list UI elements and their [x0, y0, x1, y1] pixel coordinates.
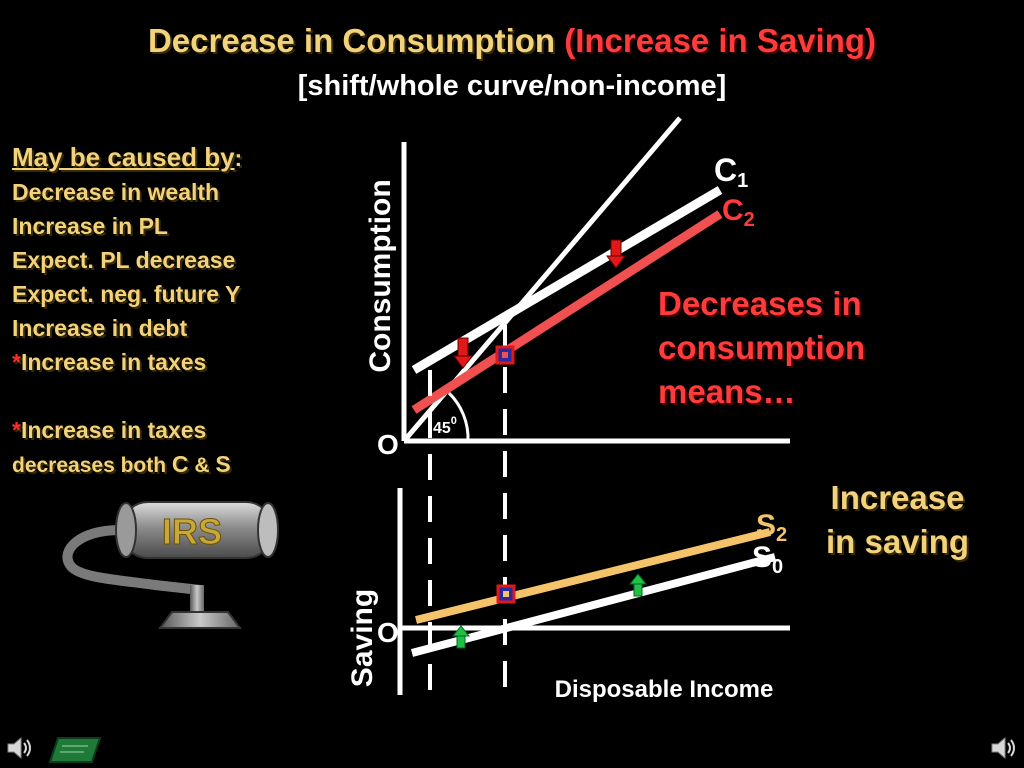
- svg-text:IRS: IRS: [162, 511, 222, 552]
- saving-message: Increase in saving: [825, 479, 970, 560]
- origin-label: O: [377, 429, 399, 460]
- asterisk: *: [12, 349, 21, 375]
- down-arrow-icon: [606, 239, 626, 269]
- s0-line: [410, 553, 777, 657]
- angle-label: 450: [433, 415, 457, 437]
- down-arrow-icon: [453, 337, 473, 369]
- cause-item: Increase in PL: [12, 213, 168, 239]
- asterisk: *: [12, 417, 21, 443]
- title-paren: (Increase in Saving): [564, 22, 877, 59]
- c2-label: C2: [722, 194, 755, 231]
- saving-axis-label: Saving: [346, 589, 379, 687]
- intersection-marker: [496, 584, 516, 604]
- c1-label: C1: [714, 152, 748, 192]
- cause-item: Decrease in wealth: [12, 179, 220, 205]
- intersection-marker: [495, 345, 515, 365]
- angle-arc: [447, 391, 470, 442]
- up-arrow-icon: [451, 625, 471, 649]
- s2-label: S2: [756, 509, 787, 546]
- x-axis-label: Disposable Income: [555, 676, 774, 703]
- speaker-icon[interactable]: [4, 733, 34, 763]
- s0-label: S0: [752, 541, 783, 578]
- origin-label: O: [377, 617, 399, 648]
- cause-item: Increase in debt: [12, 315, 188, 341]
- irs-vacuum-icon: IRS: [62, 501, 279, 629]
- causes-list: May be caused by: Decrease in wealth Inc…: [12, 140, 362, 483]
- cause-item-taxes: *Increase in taxes: [12, 349, 207, 375]
- slide-title: Decrease in Consumption (Increase in Sav…: [0, 22, 1024, 60]
- title-main: Decrease in Consumption: [147, 22, 556, 59]
- taxes-note-line2: decreases both C & S: [12, 451, 231, 477]
- chalkboard-icon[interactable]: [48, 736, 102, 764]
- consumption-message: Decreases in consumption means…: [658, 285, 866, 410]
- causes-heading: May be caused by:: [12, 142, 243, 172]
- s2-line: [415, 528, 771, 624]
- consumption-axis-label: Consumption: [364, 179, 397, 372]
- up-arrow-icon: [628, 573, 648, 597]
- taxes-note-line1: *Increase in taxes: [12, 417, 207, 443]
- causes-heading-text: May be caused by: [12, 142, 235, 172]
- slide-subtitle: [shift/whole curve/non-income]: [297, 70, 727, 102]
- c2-line: [411, 210, 723, 414]
- cause-item: Expect. PL decrease: [12, 247, 236, 273]
- speaker-icon[interactable]: [988, 733, 1018, 763]
- cause-item: Expect. neg. future Y: [12, 281, 241, 307]
